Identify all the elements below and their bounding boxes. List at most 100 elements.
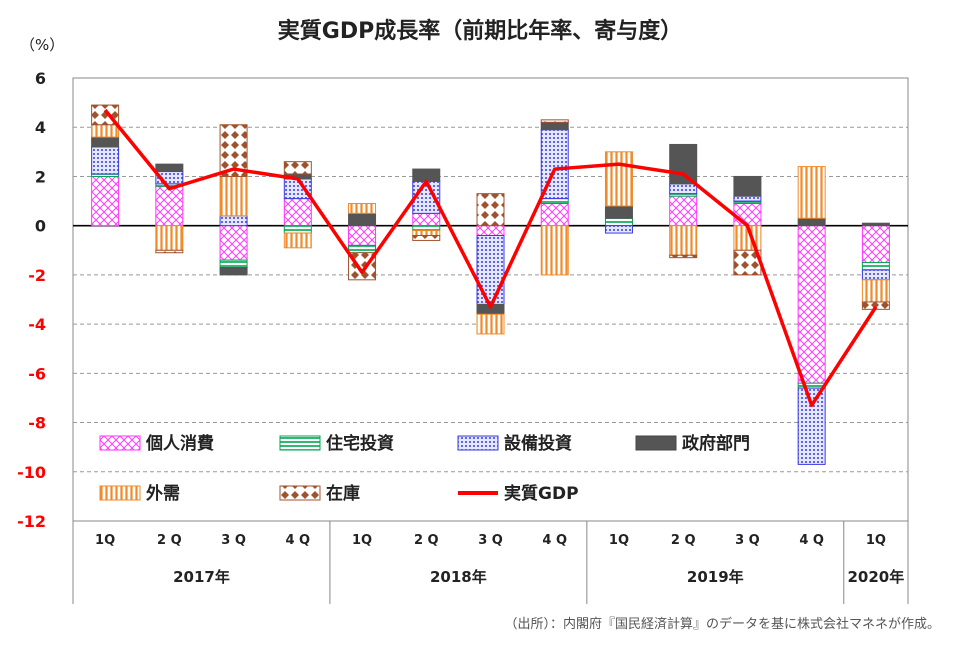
bar-external <box>604 151 633 207</box>
bar-government <box>348 212 377 227</box>
bar-consumption <box>219 225 248 261</box>
bar-consumption <box>412 212 441 227</box>
source-note: （出所）：内閣府『国民経済計算』のデータを基に株式会社マネネが作成。 <box>504 616 940 632</box>
bar-consumption <box>733 203 762 227</box>
y-tick-label: -8 <box>28 414 46 433</box>
bar-housing <box>540 198 569 205</box>
bar-government <box>155 163 184 173</box>
legend-swatch-consumption <box>99 435 141 451</box>
legend-item-equipment: 設備投資 <box>457 433 572 454</box>
legend-label-gdp: 実質GDP <box>504 483 579 504</box>
x-tick-label: 2 Q <box>157 533 182 548</box>
legend-label-equipment: 設備投資 <box>504 433 572 454</box>
chart-title: 実質GDP成長率（前期比年率、寄与度） <box>278 18 682 44</box>
legend: 個人消費 住宅投資 設備投資 政府部門 外需 在庫 <box>99 433 750 504</box>
y-tick-label: 4 <box>35 118 46 137</box>
year-label: 2017年 <box>173 568 230 586</box>
bar-equipment <box>861 269 890 281</box>
bar-inventory <box>669 254 698 259</box>
bar-government <box>412 168 441 182</box>
bar-inventory <box>476 193 505 227</box>
legend-swatch-housing <box>279 435 321 451</box>
bar-housing <box>412 225 441 232</box>
bar-external <box>155 225 184 251</box>
x-tick-label: 3 Q <box>478 533 503 548</box>
bar-external <box>476 313 505 335</box>
bar-equipment <box>604 225 633 234</box>
bar-government <box>733 175 762 197</box>
bar-external <box>861 279 890 303</box>
x-tick-label: 2 Q <box>671 533 696 548</box>
y-tick-label: -12 <box>17 512 46 531</box>
bar-equipment <box>669 183 698 195</box>
gdp-line <box>103 108 878 408</box>
bar-housing <box>348 244 377 254</box>
bar-housing <box>861 262 890 271</box>
bar-external <box>219 175 248 217</box>
x-tick-label: 2 Q <box>414 533 439 548</box>
bar-equipment <box>797 387 826 465</box>
bar-consumption <box>861 225 890 264</box>
bar-external <box>348 203 377 214</box>
legend-swatch-government <box>635 435 677 451</box>
x-tick-label: 4 Q <box>542 533 567 548</box>
x-tick-label: 3 Q <box>735 533 760 548</box>
bar-consumption <box>155 185 184 227</box>
legend-label-inventory: 在庫 <box>326 483 360 504</box>
bar-external <box>412 230 441 237</box>
bar-consumption <box>91 175 120 227</box>
x-tick-label: 1Q <box>95 533 115 548</box>
legend-item-consumption: 個人消費 <box>99 433 214 454</box>
bar-consumption <box>348 225 377 246</box>
bar-inventory <box>412 235 441 241</box>
bar-housing <box>283 225 312 234</box>
legend-item-inventory: 在庫 <box>279 483 360 504</box>
bar-consumption <box>669 195 698 227</box>
legend-item-housing: 住宅投資 <box>279 433 394 454</box>
bar-external <box>283 232 312 249</box>
bar-government <box>797 217 826 227</box>
legend-item-government: 政府部門 <box>635 433 750 454</box>
y-axis-unit: （%） <box>20 36 64 54</box>
y-tick-label: -4 <box>28 315 46 334</box>
legend-label-external: 外需 <box>146 483 180 504</box>
bar-government <box>604 205 633 219</box>
x-tick-label: 4 Q <box>285 533 310 548</box>
y-tick-label: 6 <box>35 69 46 88</box>
legend-item-gdp: 実質GDP <box>458 483 579 504</box>
legend-item-external: 外需 <box>99 483 180 504</box>
x-tick-label: 3 Q <box>221 533 246 548</box>
bar-external <box>91 124 120 138</box>
legend-swatch-equipment <box>457 435 499 451</box>
year-label: 2019年 <box>687 568 744 586</box>
bar-government <box>540 121 569 131</box>
axis-layer: 6 4 2 0 -2 -4 -6 -8 -10 -12 1Q 2 Q 3 Q 4 Q 1Q 2 Q 3 Q 4 Q… <box>17 69 909 604</box>
legend-swatch-external <box>99 485 141 501</box>
year-label: 2020年 <box>848 568 905 586</box>
x-tick-label: 1Q <box>352 533 372 548</box>
bar-government <box>669 143 698 185</box>
bar-consumption <box>476 225 505 237</box>
legend-swatch-inventory <box>279 485 321 501</box>
bar-housing <box>604 217 633 227</box>
line-layer <box>103 108 878 408</box>
plot-border <box>72 77 909 522</box>
bar-government <box>219 267 248 276</box>
bar-inventory <box>155 249 184 254</box>
x-tick-label: 1Q <box>866 533 886 548</box>
year-label: 2018年 <box>430 568 487 586</box>
x-tick-label: 4 Q <box>799 533 824 548</box>
bar-consumption <box>540 203 569 227</box>
bar-consumption <box>283 198 312 227</box>
bar-government <box>861 222 890 227</box>
bar-equipment <box>733 195 762 202</box>
bar-equipment <box>476 235 505 305</box>
bar-equipment <box>91 146 120 175</box>
legend-label-consumption: 個人消費 <box>145 433 214 454</box>
bar-housing <box>219 259 248 269</box>
y-tick-label: -6 <box>28 364 46 383</box>
bar-external <box>797 166 826 219</box>
bar-equipment <box>219 215 248 227</box>
y-tick-label: -2 <box>28 266 46 285</box>
legend-label-government: 政府部門 <box>682 433 750 454</box>
